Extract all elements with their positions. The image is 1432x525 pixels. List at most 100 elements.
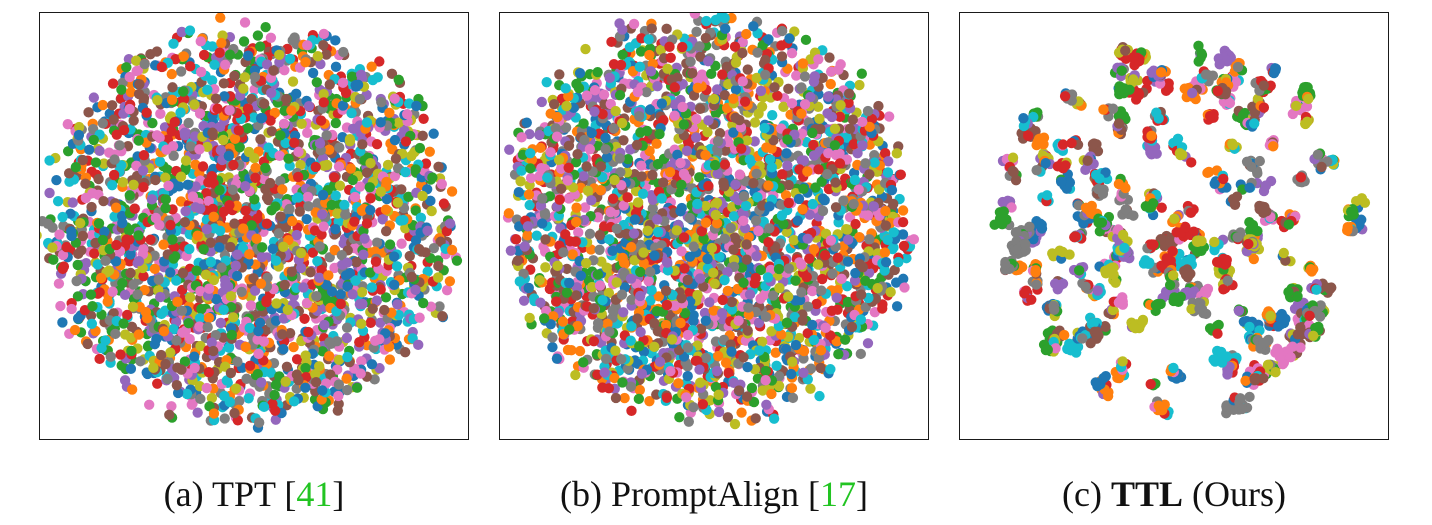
scatter-point	[751, 168, 762, 179]
scatter-point	[275, 175, 286, 187]
scatter-point	[365, 193, 376, 204]
scatter-point	[300, 362, 311, 374]
scatter-point	[694, 172, 705, 183]
scatter-point	[48, 254, 59, 265]
scatter-point	[273, 228, 285, 239]
scatter-point	[610, 345, 621, 356]
scatter-point	[146, 194, 158, 205]
scatter-point	[198, 49, 210, 61]
scatter-point	[162, 164, 173, 175]
scatter-point	[269, 389, 280, 401]
scatter-point	[133, 329, 145, 340]
scatter-point	[238, 83, 249, 94]
scatter-point	[239, 72, 251, 83]
scatter-point	[359, 233, 370, 244]
scatter-point	[83, 107, 94, 118]
scatter-point	[168, 242, 180, 253]
scatter-point	[54, 229, 65, 240]
scatter-point	[119, 289, 131, 301]
scatter-point	[780, 343, 792, 355]
scatter-point	[424, 146, 435, 157]
scatter-point	[370, 256, 382, 267]
scatter-point	[518, 268, 529, 279]
scatter-point	[563, 91, 574, 102]
scatter-point	[723, 367, 734, 379]
scatter-point	[98, 158, 110, 169]
scatter-point	[699, 307, 711, 319]
scatter-point	[842, 256, 854, 267]
scatter-point	[356, 69, 367, 80]
scatter-point	[93, 173, 104, 185]
scatter-point	[366, 282, 378, 293]
scatter-point	[162, 373, 173, 385]
scatter-point	[392, 197, 404, 208]
scatter-point	[254, 41, 266, 52]
scatter-point	[563, 140, 575, 151]
scatter-point	[225, 367, 237, 379]
scatter-point	[175, 66, 187, 77]
scatter-point	[744, 289, 756, 300]
scatter-point	[822, 91, 834, 102]
scatter-point	[634, 384, 646, 396]
scatter-point	[278, 344, 289, 355]
scatter-point	[389, 170, 401, 182]
scatter-point	[216, 262, 227, 273]
scatter-point	[677, 101, 688, 113]
scatter-point	[720, 357, 732, 368]
scatter-point	[852, 148, 863, 159]
scatter-point	[239, 17, 251, 28]
scatter-point	[122, 309, 133, 321]
scatter-point	[254, 417, 265, 428]
scatter-point	[300, 382, 311, 393]
scatter-point	[165, 267, 176, 278]
scatter-point	[314, 138, 326, 149]
scatter-point	[708, 305, 719, 316]
scatter-point	[771, 360, 782, 372]
scatter-point	[571, 202, 582, 213]
scatter-point	[330, 190, 341, 201]
scatter-point	[218, 78, 230, 89]
scatter-point	[345, 163, 357, 174]
scatter-point	[679, 308, 691, 319]
scatter-point	[314, 241, 325, 252]
scatter-point	[118, 124, 130, 136]
scatter-point	[252, 30, 264, 41]
scatter-point	[877, 303, 888, 314]
scatter-point	[77, 230, 89, 242]
scatter-point	[641, 86, 652, 98]
scatter-point	[367, 303, 378, 314]
scatter-point	[767, 110, 778, 121]
scatter-point	[318, 221, 329, 232]
scatter-point	[229, 192, 240, 203]
scatter-point	[284, 328, 296, 339]
scatter-point	[62, 146, 74, 157]
scatter-point	[128, 115, 139, 126]
scatter-point	[366, 61, 377, 72]
scatter-point	[683, 416, 694, 427]
scatter-point	[240, 181, 251, 192]
scatter-point	[82, 338, 93, 350]
scatter-point	[324, 336, 335, 348]
scatter-point	[726, 304, 738, 315]
scatter-point	[541, 76, 552, 88]
scatter-point	[347, 289, 358, 300]
scatter-point	[617, 49, 628, 60]
scatter-point	[236, 286, 247, 298]
scatter-point	[124, 190, 135, 201]
scatter-point	[622, 363, 633, 374]
scatter-point	[215, 144, 227, 156]
scatter-point	[355, 368, 366, 379]
scatter-point	[515, 176, 526, 187]
scatter-point	[75, 217, 86, 229]
scatter-point	[175, 171, 187, 182]
scatter-point	[218, 134, 229, 146]
scatter-point	[783, 179, 794, 191]
scatter-point	[335, 298, 346, 310]
scatter-point	[570, 157, 582, 168]
scatter-point	[166, 94, 178, 105]
scatter-point	[379, 304, 390, 316]
scatter-point	[403, 191, 414, 203]
scatter-point	[137, 165, 149, 176]
scatter-point	[388, 251, 400, 262]
scatter-point	[567, 249, 578, 260]
